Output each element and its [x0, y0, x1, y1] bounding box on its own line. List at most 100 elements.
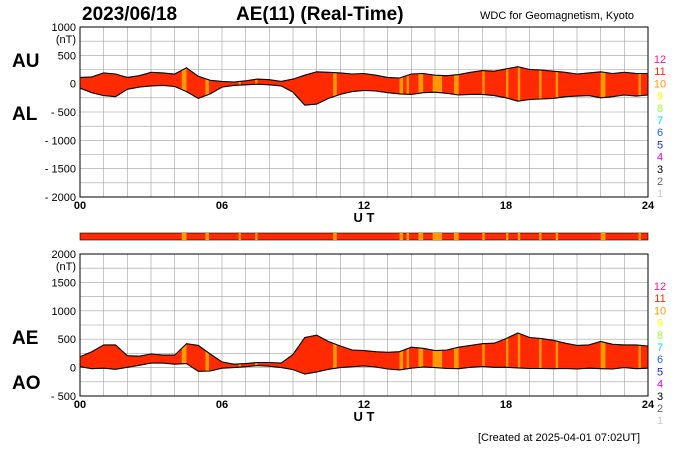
station-count-label: 12: [654, 54, 666, 66]
station-count-label: 5: [657, 139, 663, 151]
ae-ao-station-band: [453, 333, 459, 375]
au-al-xtick-label: 06: [216, 200, 228, 212]
ao-series-line: [79, 362, 649, 375]
ae-ao-station-band: [506, 333, 509, 375]
au-al-ytick-label: - 500: [51, 107, 76, 119]
au-al-ytick-label: 1000: [52, 22, 76, 34]
au-al-station-band: [418, 66, 424, 106]
station-status-band: [432, 233, 443, 240]
au-al-bands: [181, 66, 641, 106]
ae-ao-ytick-label: 2000: [52, 249, 76, 261]
ae-ao-ytick-label: 1000: [52, 306, 76, 318]
ae-ao-station-band: [205, 333, 209, 375]
ae-ao-station-band: [333, 333, 337, 375]
au-al-station-band: [453, 66, 459, 106]
al-series-line: [79, 83, 649, 106]
station-count-label: 4: [657, 379, 663, 391]
ae-ao-xtick-label: 00: [74, 399, 86, 411]
station-count-label: 4: [657, 152, 663, 164]
ae-ao-station-band: [600, 333, 606, 375]
au-label: AU: [12, 51, 40, 72]
au-al-station-band: [638, 66, 641, 106]
station-status-band: [600, 233, 606, 240]
ae-ao-ylabel: (nT): [56, 261, 76, 273]
station-count-label: 7: [657, 342, 663, 354]
ae-ao-xtick-label: 06: [216, 399, 228, 411]
au-al-station-band: [399, 66, 404, 106]
station-status-band: [453, 233, 459, 240]
au-al-xlabel: U T: [354, 210, 375, 225]
au-al-ytick-label: 0: [70, 79, 76, 91]
au-al-station-band: [506, 66, 509, 106]
au-al-xtick-label: 12: [358, 200, 370, 212]
station-status-band: [205, 233, 209, 240]
ae-ao-station-band: [555, 333, 559, 375]
ae-ao-ytick-label: 1500: [52, 277, 76, 289]
station-count-label: 7: [657, 115, 663, 127]
ae-ao-frame: [79, 253, 649, 397]
station-count-label: 1: [657, 415, 663, 427]
station-status-band: [638, 233, 641, 240]
au-al-ytick-label: - 1500: [45, 164, 76, 176]
ae-label: AE: [12, 328, 39, 349]
au-al-ytick-label: - 1000: [45, 135, 76, 147]
au-al-xtick-label: 00: [74, 200, 86, 212]
station-count-label: 11: [654, 293, 665, 305]
station-status-band: [238, 233, 241, 240]
station-status-band: [181, 233, 187, 240]
au-series-line: [79, 66, 648, 83]
au-al-station-band: [333, 66, 337, 106]
au-al-station-band: [406, 66, 409, 106]
au-al-station-band: [205, 66, 209, 106]
ae-series-line: [79, 332, 649, 365]
ao-label: AO: [12, 373, 41, 394]
au-al-station-band: [432, 66, 443, 106]
station-count-label: 3: [657, 391, 663, 403]
station-count-label: 1: [657, 188, 663, 200]
station-count-label: 9: [657, 318, 663, 330]
station-count-label: 8: [657, 330, 663, 342]
station-status-band: [555, 233, 559, 240]
ae-ao-station-band: [432, 333, 443, 375]
station-status-band: [406, 233, 409, 240]
ae-ao-xlabel: U T: [354, 409, 375, 424]
ae-ao-xtick-label: 24: [642, 399, 655, 411]
ae-ao-bands: [181, 333, 641, 375]
station-count-label: 5: [657, 366, 663, 378]
created-timestamp: [Created at 2025-04-01 07:02UT]: [478, 432, 641, 444]
station-status-band: [399, 233, 404, 240]
station-status-band: [418, 233, 424, 240]
ae-ao-ytick-label: 500: [58, 334, 76, 346]
station-count-label: 11: [654, 66, 665, 78]
ae-ao-station-band: [638, 333, 641, 375]
ae-ao-station-band: [418, 333, 424, 375]
station-count-label: 6: [657, 127, 663, 139]
ae-ao-station-band: [399, 333, 404, 375]
au-al-ytick-label: - 2000: [45, 192, 76, 204]
station-status-band: [255, 233, 258, 240]
station-count-label: 8: [657, 103, 663, 115]
ae-ao-xtick-label: 12: [358, 399, 370, 411]
au-al-station-band: [517, 66, 521, 106]
station-status-band: [482, 233, 485, 240]
station-count-label: 2: [657, 176, 663, 188]
station-status-band: [517, 233, 521, 240]
ae-ao-station-band: [539, 333, 542, 375]
au-al-station-band: [482, 66, 485, 106]
al-label: AL: [12, 104, 38, 125]
date-title: 2023/06/18: [82, 4, 178, 25]
ae-ao-station-band: [482, 333, 485, 375]
ae-ao-station-band: [517, 333, 521, 375]
au-al-station-band: [181, 66, 187, 106]
ae-ao-station-band: [181, 333, 187, 375]
station-count-label: 10: [654, 78, 666, 90]
au-al-station-band: [555, 66, 559, 106]
au-al-frame: [79, 26, 649, 198]
ae-ao-ytick-label: 0: [70, 363, 76, 375]
station-status-bar: [79, 232, 649, 241]
station-count-label: 3: [657, 164, 663, 176]
au-al-ytick-label: 500: [58, 50, 76, 62]
station-status-band: [539, 233, 542, 240]
